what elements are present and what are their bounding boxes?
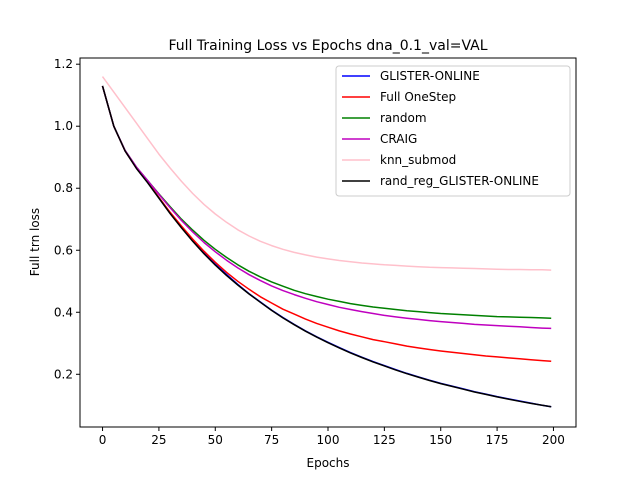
y-tick-label: 0.4 bbox=[54, 305, 73, 319]
x-tick-label: 200 bbox=[542, 433, 565, 447]
x-tick-label: 25 bbox=[151, 433, 166, 447]
y-tick-label: 0.8 bbox=[54, 181, 73, 195]
x-tick-label: 125 bbox=[373, 433, 396, 447]
series-line-2 bbox=[101, 85, 552, 319]
legend-label-4: knn_submod bbox=[380, 153, 456, 167]
x-tick-label: 100 bbox=[317, 433, 340, 447]
series-line-3 bbox=[101, 85, 552, 330]
legend-label-2: random bbox=[380, 111, 427, 125]
series-line-5 bbox=[101, 85, 552, 408]
legend-label-3: CRAIG bbox=[380, 132, 417, 146]
x-axis-label: Epochs bbox=[307, 456, 350, 470]
x-tick-label: 150 bbox=[429, 433, 452, 447]
x-tick-label: 175 bbox=[486, 433, 509, 447]
legend-label-5: rand_reg_GLISTER-ONLINE bbox=[380, 174, 539, 188]
y-tick-label: 1.0 bbox=[54, 119, 73, 133]
x-tick-label: 50 bbox=[208, 433, 223, 447]
legend: GLISTER-ONLINE Full OneStep random CRAIG knn… bbox=[335, 65, 571, 197]
series-line-4 bbox=[101, 76, 552, 271]
y-axis-label: Full trn loss bbox=[28, 208, 42, 276]
legend-box bbox=[335, 65, 571, 197]
y-tick-label: 1.2 bbox=[54, 57, 73, 71]
y-tick-label: 0.6 bbox=[54, 243, 73, 257]
x-tick-label: 75 bbox=[264, 433, 279, 447]
legend-label-0: GLISTER-ONLINE bbox=[380, 69, 480, 83]
series-line-1 bbox=[101, 85, 552, 363]
chart-title: Full Training Loss vs Epochs dna_0.1_val… bbox=[168, 38, 487, 54]
x-tick-label: 0 bbox=[99, 433, 107, 447]
plot-area: 0 25 50 75 100 125 150 175 200 0.2 0.4 0.6 0.8 1.0 1.2 bbox=[54, 57, 577, 447]
legend-label-1: Full OneStep bbox=[380, 90, 456, 104]
y-tick-label: 0.2 bbox=[54, 367, 73, 381]
